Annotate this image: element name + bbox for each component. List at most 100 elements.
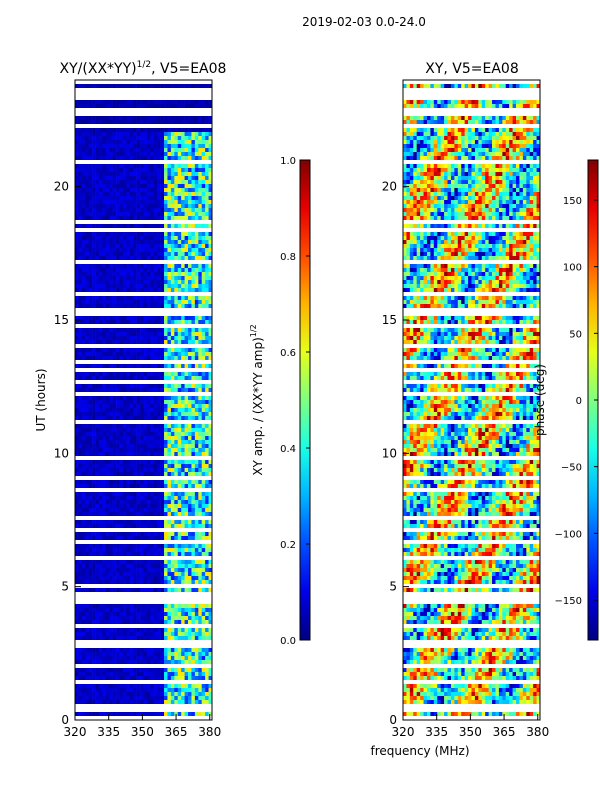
heatmap-cell <box>164 144 168 149</box>
heatmap-cell <box>78 496 83 501</box>
heatmap-cell <box>98 468 103 473</box>
heatmap-cell <box>136 168 141 173</box>
heatmap-cell <box>194 136 199 141</box>
heatmap-cell <box>102 460 107 465</box>
heatmap-cell <box>105 280 110 285</box>
heatmap-cell <box>184 540 189 545</box>
heatmap-cell <box>122 300 127 305</box>
heatmap-cell <box>208 252 213 257</box>
heatmap-cell <box>198 164 203 169</box>
heatmap-cell <box>146 380 151 385</box>
heatmap-cell <box>102 260 107 265</box>
heatmap-cell <box>177 380 182 385</box>
heatmap-cell <box>208 376 213 381</box>
heatmap-cell <box>126 260 131 265</box>
heatmap-cell <box>143 220 148 225</box>
heatmap-cell <box>92 248 96 253</box>
heatmap-cell <box>201 368 206 373</box>
heatmap-cell <box>205 200 209 205</box>
heatmap-cell <box>194 392 199 397</box>
heatmap-cell <box>170 160 175 165</box>
heatmap-cell <box>126 276 131 281</box>
heatmap-cell <box>116 288 120 293</box>
heatmap-cell <box>85 80 89 85</box>
heatmap-cell <box>102 108 107 113</box>
heatmap-cell <box>78 448 83 453</box>
heatmap-cell <box>122 96 127 101</box>
heatmap-cell <box>119 116 124 121</box>
heatmap-cell <box>129 428 134 433</box>
heatmap-cell <box>181 404 185 409</box>
heatmap-cell <box>81 124 86 129</box>
heatmap-cell <box>81 316 86 321</box>
heatmap-cell <box>164 292 168 297</box>
heatmap-cell <box>170 316 175 321</box>
heatmap-cell <box>198 296 203 301</box>
heatmap-cell <box>157 300 161 305</box>
heatmap-cell <box>208 180 213 185</box>
heatmap-cell <box>164 100 168 105</box>
heatmap-cell <box>150 120 155 125</box>
heatmap-cell <box>75 200 79 205</box>
heatmap-cell <box>167 304 172 309</box>
heatmap-cell <box>136 244 141 249</box>
heatmap-cell <box>112 324 117 329</box>
heatmap-cell <box>109 152 113 157</box>
heatmap-cell <box>98 344 103 349</box>
heatmap-cell <box>198 108 203 113</box>
heatmap-cell <box>201 188 206 193</box>
heatmap-cell <box>201 244 206 249</box>
heatmap-cell <box>208 316 213 321</box>
heatmap-cell <box>143 268 148 273</box>
heatmap-cell <box>170 532 175 537</box>
heatmap-cell <box>198 128 203 133</box>
heatmap-cell <box>116 240 120 245</box>
heatmap-cell <box>167 536 172 541</box>
heatmap-cell <box>150 364 155 369</box>
heatmap-cell <box>167 432 172 437</box>
amplitude-title-main: XY/(XX*YY) <box>60 61 137 77</box>
heatmap-cell <box>136 564 141 569</box>
heatmap-cell <box>85 424 89 429</box>
heatmap-cell <box>191 312 196 317</box>
heatmap-cell <box>184 460 189 465</box>
heatmap-cell <box>177 108 182 113</box>
heatmap-cell <box>143 468 148 473</box>
heatmap-cell <box>112 388 117 393</box>
heatmap-cell <box>116 572 120 577</box>
heatmap-cell <box>98 388 103 393</box>
heatmap-cell <box>153 348 158 353</box>
heatmap-cell <box>140 420 144 425</box>
heatmap-cell <box>150 516 155 521</box>
heatmap-cell <box>146 496 151 501</box>
heatmap-cell <box>98 448 103 453</box>
heatmap-cell <box>174 356 179 361</box>
heatmap-cell <box>153 220 158 225</box>
heatmap-cell <box>88 376 93 381</box>
heatmap-cell <box>75 308 79 313</box>
heatmap-cell <box>205 392 209 397</box>
heatmap-cell <box>126 568 131 573</box>
heatmap-cell <box>116 92 120 97</box>
heatmap-cell <box>136 364 141 369</box>
heatmap-cell <box>143 216 148 221</box>
heatmap-cell <box>95 268 100 273</box>
heatmap-cell <box>88 536 93 541</box>
heatmap-cell <box>201 220 206 225</box>
heatmap-cell <box>92 196 96 201</box>
heatmap-cell <box>78 312 83 317</box>
heatmap-cell <box>102 488 107 493</box>
heatmap-cell <box>153 516 158 521</box>
heatmap-cell <box>194 500 199 505</box>
heatmap-cell <box>188 468 192 473</box>
heatmap-cell <box>167 252 172 257</box>
heatmap-cell <box>170 260 175 265</box>
heatmap-cell <box>88 380 93 385</box>
heatmap-cell <box>122 260 127 265</box>
heatmap-cell <box>85 352 89 357</box>
heatmap-cell <box>167 568 172 573</box>
heatmap-cell <box>164 564 168 569</box>
heatmap-cell <box>112 400 117 405</box>
heatmap-cell <box>136 140 141 145</box>
heatmap-cell <box>198 256 203 261</box>
